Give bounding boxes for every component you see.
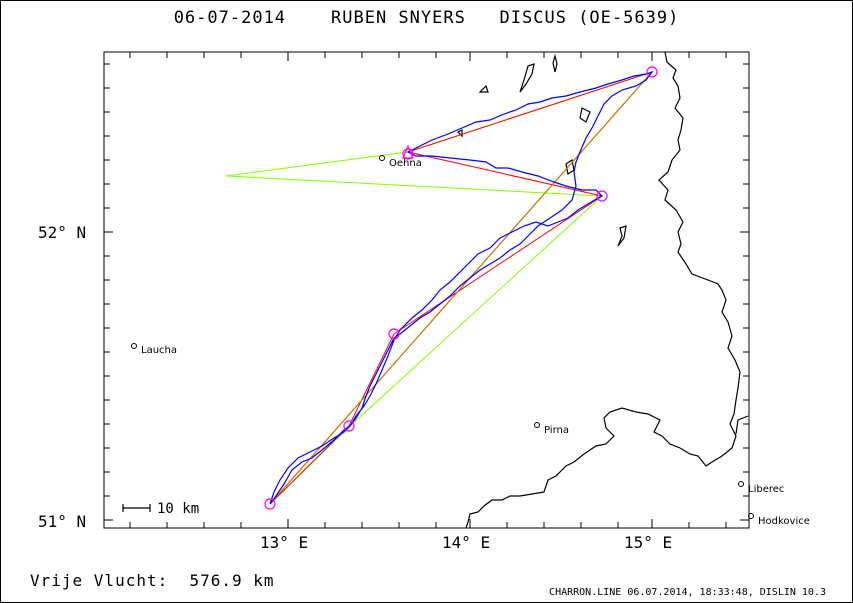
town-label-oehna: Oehna — [389, 158, 422, 169]
town-markers: Oehna Laucha Pirna Liberec Hodkovice — [131, 155, 810, 527]
gps-track — [269, 70, 654, 505]
town-dot-hodkovice — [748, 513, 754, 519]
turnpoint-3 — [596, 190, 608, 202]
turnpoint-start — [264, 498, 276, 510]
lat-label-52: 52° N — [38, 223, 86, 242]
source-info: CHARRON.LINE 06.07.2014, 18:33:48, DISLI… — [549, 587, 826, 598]
town-dot-oehna — [379, 155, 385, 161]
scale-bar-label: 10 km — [157, 501, 199, 517]
scale-bar: 10 km — [122, 501, 199, 517]
flight-title: 06-07-2014 RUBEN SNYERS DISCUS (OE-5639) — [0, 8, 853, 28]
lon-label-15: 15° E — [624, 533, 672, 552]
distance-line — [269, 71, 653, 505]
town-label-pirna: Pirna — [544, 425, 569, 436]
lon-label-14: 14° E — [442, 533, 490, 552]
plot-area — [103, 51, 750, 529]
turnpoint-2 — [388, 328, 400, 340]
turnpoint-5 — [646, 66, 658, 78]
turnpoint-1 — [343, 420, 355, 432]
country-border — [456, 51, 749, 529]
town-label-liberec: Liberec — [748, 484, 784, 495]
lat-label-51: 51° N — [38, 512, 86, 531]
town-label-laucha: Laucha — [141, 345, 177, 356]
town-dot-laucha — [131, 343, 137, 349]
turnpoints — [264, 66, 658, 510]
glider-name: DISCUS (OE-5639) — [499, 8, 680, 28]
triangle-marker-icon — [402, 144, 414, 159]
lon-label-13: 13° E — [260, 533, 308, 552]
turnpoint-4 — [402, 148, 414, 160]
town-label-hodkovice: Hodkovice — [758, 516, 810, 527]
free-flight-distance: Vrije Vlucht: 576.9 km — [30, 571, 275, 590]
town-dot-liberec — [738, 481, 744, 487]
pilot-name: RUBEN SNYERS — [331, 8, 466, 28]
town-dot-pirna — [534, 422, 540, 428]
flight-date: 06-07-2014 — [173, 8, 287, 28]
axis-ticks — [104, 52, 749, 528]
